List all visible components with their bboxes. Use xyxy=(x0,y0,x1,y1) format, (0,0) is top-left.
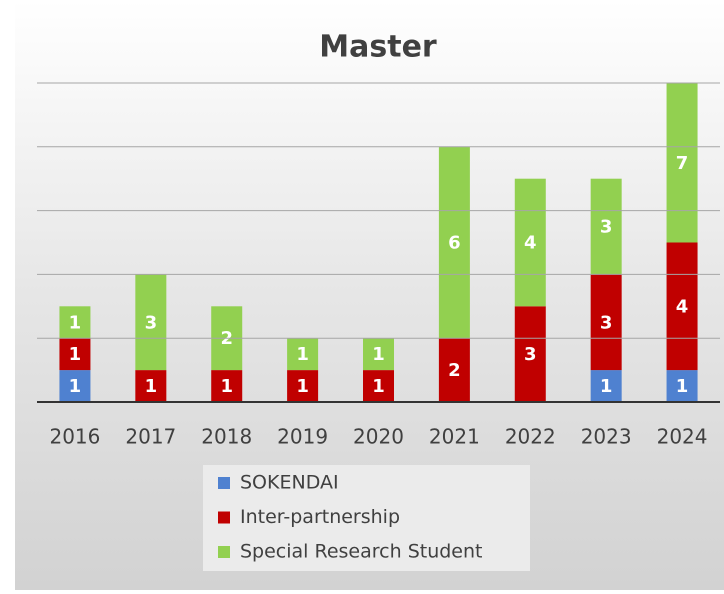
x-tick-label: 2020 xyxy=(353,425,404,449)
bar-segment xyxy=(438,146,470,339)
legend-swatch xyxy=(218,511,230,524)
x-tick-label: 2022 xyxy=(505,425,556,449)
legend-box xyxy=(203,465,530,571)
data-label: 1 xyxy=(676,376,689,397)
data-label: 1 xyxy=(69,344,82,365)
bar-segment xyxy=(363,338,394,371)
bar-segment xyxy=(287,370,319,402)
data-label: 4 xyxy=(676,296,689,317)
data-label: 1 xyxy=(296,376,309,397)
data-label: 3 xyxy=(524,344,537,365)
x-tick-label: 2021 xyxy=(429,425,480,449)
data-label: 7 xyxy=(676,153,689,174)
x-tick-label: 2019 xyxy=(277,425,328,449)
legend-label: SOKENDAI xyxy=(240,472,339,494)
x-tick-label: 2018 xyxy=(201,425,252,449)
bar-segment xyxy=(666,370,698,402)
bar-segment xyxy=(59,306,91,339)
bar-segment xyxy=(666,83,698,243)
data-label: 1 xyxy=(600,376,613,397)
data-label: 3 xyxy=(145,312,158,333)
bar-segment xyxy=(135,274,167,371)
bar-segment xyxy=(590,370,622,402)
bar-segment xyxy=(59,370,91,402)
legend-swatch xyxy=(218,546,230,558)
bar-segment xyxy=(59,338,91,371)
bar-segment xyxy=(438,338,470,402)
data-label: 4 xyxy=(524,233,537,254)
bar-segment xyxy=(590,178,622,275)
data-label: 1 xyxy=(69,312,82,333)
data-label: 1 xyxy=(145,376,158,397)
x-tick-label: 2023 xyxy=(581,425,632,449)
data-label: 2 xyxy=(448,360,461,381)
data-label: 3 xyxy=(600,217,613,238)
x-tick-label: 2016 xyxy=(49,425,100,449)
legend-label: Special Research Student xyxy=(240,541,482,563)
bar-segment xyxy=(211,370,243,402)
data-label: 1 xyxy=(296,344,309,365)
bar-segment xyxy=(287,338,319,371)
data-label: 1 xyxy=(372,376,385,397)
data-label: 1 xyxy=(220,376,233,397)
data-label: 1 xyxy=(69,376,82,397)
data-label: 6 xyxy=(448,233,461,254)
bar-segment xyxy=(666,242,698,371)
legend-label: Inter-partnership xyxy=(240,506,400,528)
data-label: 1 xyxy=(372,344,385,365)
bar-segment xyxy=(514,306,546,402)
chart-title: Master xyxy=(319,30,437,65)
bar-segment xyxy=(135,370,167,402)
data-label: 3 xyxy=(600,312,613,333)
x-tick-label: 2024 xyxy=(657,425,708,449)
x-tick-label: 2017 xyxy=(125,425,176,449)
bar-segment xyxy=(590,274,622,371)
bar-segment xyxy=(363,370,394,402)
bar-segment xyxy=(514,178,546,307)
legend-swatch xyxy=(218,477,230,489)
